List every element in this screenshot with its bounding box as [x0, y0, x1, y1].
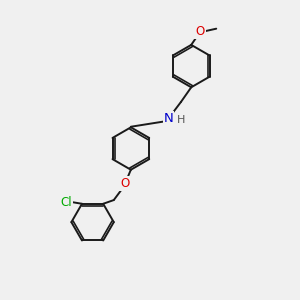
Text: H: H — [177, 115, 185, 125]
Text: O: O — [195, 25, 205, 38]
Text: N: N — [164, 112, 173, 125]
Text: O: O — [120, 177, 130, 190]
Text: Cl: Cl — [61, 196, 73, 209]
